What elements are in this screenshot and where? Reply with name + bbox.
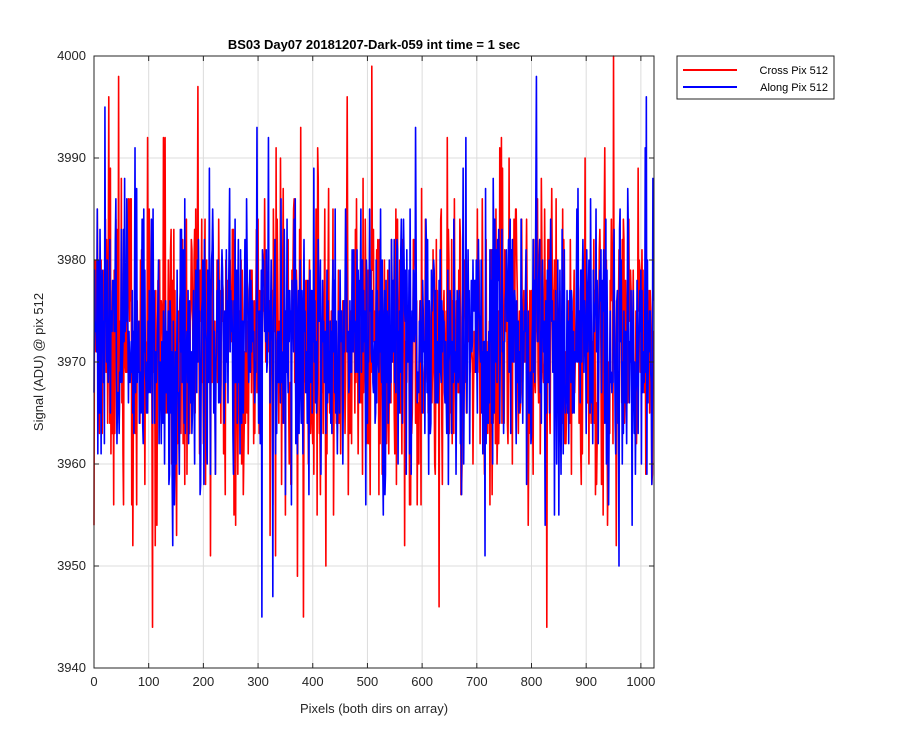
x-tick-label: 0 <box>90 674 97 689</box>
x-tick-label: 900 <box>575 674 597 689</box>
x-tick-label: 100 <box>138 674 160 689</box>
y-tick-label: 3990 <box>57 150 86 165</box>
legend: Cross Pix 512 Along Pix 512 <box>676 55 835 100</box>
y-tick-label: 3950 <box>57 558 86 573</box>
series-layer <box>93 55 655 628</box>
x-tick-label: 200 <box>193 674 215 689</box>
x-tick-label: 700 <box>466 674 488 689</box>
y-axis-label: Signal (ADU) @ pix 512 <box>31 293 46 431</box>
y-tick-label: 3980 <box>57 252 86 267</box>
y-tick-label: 3940 <box>57 660 86 675</box>
x-axis-label: Pixels (both dirs on array) <box>300 701 448 716</box>
y-tick-label: 4000 <box>57 48 86 63</box>
x-tick-label: 800 <box>521 674 543 689</box>
x-tick-label: 600 <box>411 674 433 689</box>
ticks: 0 100 200 300 400 500 600 700 800 900 1000 3940 3950… <box>57 48 655 689</box>
y-tick-label: 3970 <box>57 354 86 369</box>
x-tick-label: 500 <box>357 674 379 689</box>
chart-title: BS03 Day07 20181207-Dark-059 int time = … <box>228 37 520 52</box>
legend-box <box>676 55 835 100</box>
legend-label-cross: Cross Pix 512 <box>760 65 828 77</box>
x-tick-label: 300 <box>247 674 269 689</box>
y-tick-label: 3960 <box>57 456 86 471</box>
x-tick-label: 1000 <box>626 674 655 689</box>
x-tick-label: 400 <box>302 674 324 689</box>
series-line-along-pix-512 <box>93 75 655 618</box>
legend-label-along: Along Pix 512 <box>760 82 828 94</box>
